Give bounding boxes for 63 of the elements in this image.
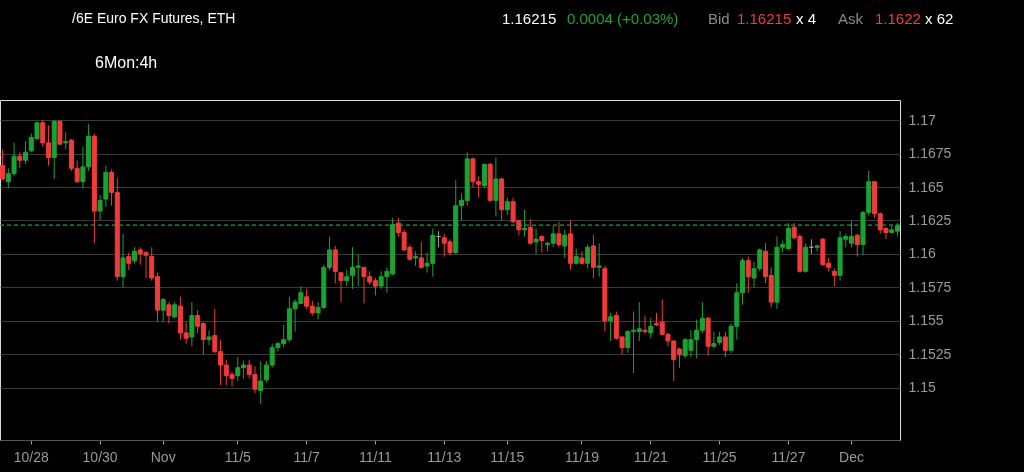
candlestick <box>745 256 751 294</box>
candlestick <box>189 301 195 347</box>
candlestick <box>166 301 172 325</box>
y-tick-label: 1.15 <box>908 379 936 396</box>
x-tick-label: 10/30 <box>82 448 118 465</box>
x-tick-label: 11/11 <box>358 448 393 465</box>
candlestick <box>608 312 614 342</box>
candlestick <box>258 360 264 405</box>
candlestick <box>23 141 29 165</box>
candlestick <box>854 233 860 258</box>
text: 0.0004 (+0.03%) <box>567 10 679 27</box>
x-tick-label: 11/5 <box>224 448 252 465</box>
candlestick <box>527 218 533 246</box>
x-tick-label: 11/27 <box>771 448 806 465</box>
candlestick <box>648 317 654 339</box>
x-tick-label: 11/13 <box>427 448 462 465</box>
candlestick <box>418 241 424 270</box>
text: Ask <box>838 10 864 27</box>
x-tick-label: 11/7 <box>293 448 320 465</box>
candlestick <box>206 329 212 346</box>
candlestick <box>338 272 344 303</box>
text: 6Mon:4h <box>95 54 158 71</box>
chart-title: /6E Euro FX Futures, ETH <box>72 10 236 26</box>
text: Bid <box>708 10 730 27</box>
x-tick-label: 11/15 <box>490 448 525 465</box>
y-tick-label: 1.1575 <box>908 278 952 295</box>
y-tick-label: 1.165 <box>908 178 944 195</box>
y-tick-label: 1.155 <box>908 312 944 329</box>
y-tick-label: 1.17 <box>908 111 936 128</box>
candlestick <box>63 131 69 151</box>
candlestick <box>590 234 596 279</box>
candlestick <box>556 221 562 248</box>
y-tick-label: 1.1675 <box>908 145 952 162</box>
x-tick-label: 11/25 <box>702 448 737 465</box>
x-tick-label: 11/21 <box>633 448 668 465</box>
candlestick <box>120 233 126 288</box>
candlestick <box>160 297 166 323</box>
candlestick <box>332 245 338 284</box>
candlestick <box>596 242 602 278</box>
x-tick-label: Dec <box>839 448 864 465</box>
candlestick <box>585 244 591 270</box>
text: 1.16215 <box>737 10 792 27</box>
candlestick <box>97 194 103 221</box>
x-tick-label: Nov <box>150 448 176 465</box>
candlestick <box>711 331 717 349</box>
x-tick-label: 11/19 <box>564 448 600 465</box>
candlestick <box>562 229 568 259</box>
x-tick-label: 10/28 <box>13 448 49 465</box>
candlestick <box>0 149 6 181</box>
candlestick <box>481 163 487 189</box>
candlestick <box>722 331 728 358</box>
text: x 62 <box>925 10 954 27</box>
candlestick <box>642 315 648 335</box>
candlestick <box>579 250 585 266</box>
y-tick-label: 1.1625 <box>908 211 952 228</box>
text: 1.16215 <box>502 10 557 27</box>
y-tick-label: 1.1525 <box>908 345 952 362</box>
y-tick-label: 1.16 <box>908 245 936 262</box>
candlestick <box>57 119 63 145</box>
text: 1.1622 <box>875 10 921 27</box>
candlestick <box>533 228 539 255</box>
text: x 4 <box>796 10 817 27</box>
candlestick <box>493 157 499 217</box>
